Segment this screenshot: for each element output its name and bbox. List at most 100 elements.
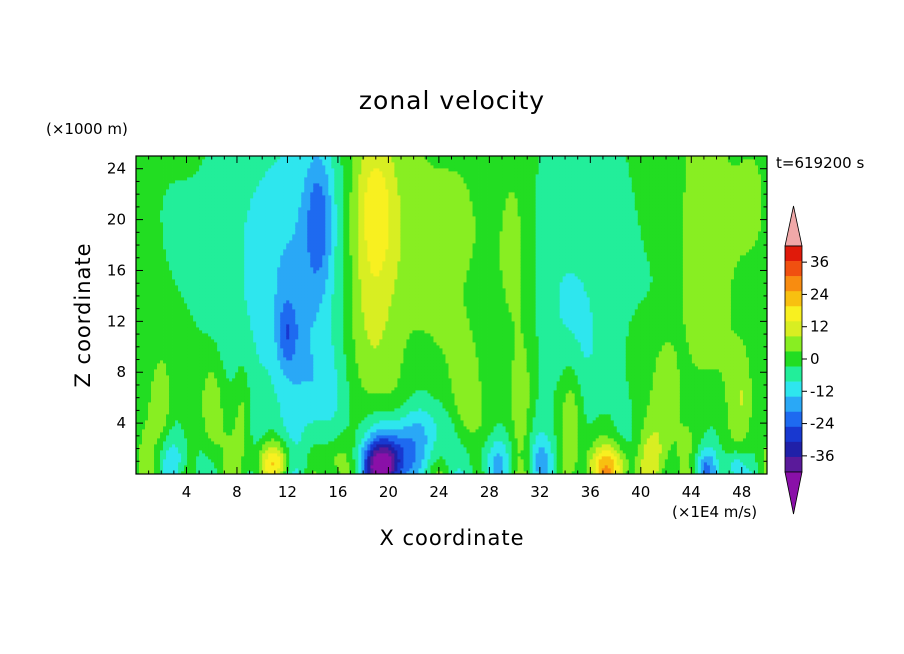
field-cell: [256, 417, 260, 421]
field-cell: [151, 462, 155, 466]
field-cell: [253, 297, 257, 301]
field-cell: [145, 222, 149, 226]
field-cell: [244, 417, 248, 421]
field-cell: [190, 381, 194, 385]
field-cell: [157, 420, 161, 424]
field-cell: [148, 255, 152, 259]
field-cell: [205, 270, 209, 274]
field-cell: [151, 327, 155, 331]
field-cell: [241, 192, 245, 196]
field-cell: [172, 375, 176, 379]
field-cell: [145, 357, 149, 361]
field-cell: [160, 252, 164, 256]
field-cell: [136, 402, 140, 406]
field-cell: [247, 237, 251, 241]
field-cell: [205, 204, 209, 208]
field-cell: [238, 159, 242, 163]
field-cell: [265, 210, 269, 214]
field-cell: [256, 369, 260, 373]
field-cell: [253, 468, 257, 472]
field-cell: [184, 393, 188, 397]
field-cell: [268, 177, 272, 181]
field-cell: [199, 231, 203, 235]
field-cell: [169, 189, 173, 193]
field-cell: [145, 333, 149, 337]
field-cell: [274, 408, 278, 412]
field-cell: [211, 330, 215, 334]
field-cell: [247, 369, 251, 373]
field-cell: [166, 432, 170, 436]
field-cell: [220, 303, 224, 307]
field-cell: [205, 255, 209, 259]
field-cell: [232, 360, 236, 364]
field-cell: [232, 456, 236, 460]
field-cell: [151, 330, 155, 334]
field-cell: [136, 201, 140, 205]
field-cell: [163, 249, 167, 253]
field-cell: [187, 414, 191, 418]
field-cell: [160, 237, 164, 241]
field-cell: [232, 441, 236, 445]
field-cell: [199, 249, 203, 253]
field-cell: [163, 333, 167, 337]
field-cell: [136, 423, 140, 427]
field-cell: [178, 318, 182, 322]
field-cell: [142, 471, 146, 475]
field-cell: [250, 468, 254, 472]
field-cell: [187, 339, 191, 343]
field-cell: [199, 351, 203, 355]
field-cell: [232, 390, 236, 394]
field-cell: [139, 456, 143, 460]
field-cell: [199, 381, 203, 385]
field-cell: [265, 291, 269, 295]
field-cell: [253, 168, 257, 172]
field-cell: [181, 168, 185, 172]
field-cell: [220, 222, 224, 226]
field-cell: [256, 288, 260, 292]
field-cell: [226, 465, 230, 469]
field-cell: [256, 216, 260, 220]
field-cell: [172, 414, 176, 418]
field-cell: [238, 174, 242, 178]
field-cell: [139, 339, 143, 343]
field-cell: [199, 429, 203, 433]
field-cell: [247, 246, 251, 250]
field-cell: [139, 405, 143, 409]
field-cell: [214, 264, 218, 268]
field-cell: [208, 183, 212, 187]
field-cell: [238, 408, 242, 412]
field-cell: [223, 378, 227, 382]
field-cell: [175, 294, 179, 298]
field-cell: [181, 426, 185, 430]
field-cell: [166, 285, 170, 289]
field-cell: [214, 444, 218, 448]
field-cell: [250, 198, 254, 202]
field-cell: [181, 270, 185, 274]
field-cell: [208, 285, 212, 289]
field-cell: [157, 249, 161, 253]
field-cell: [184, 348, 188, 352]
field-cell: [247, 222, 251, 226]
field-cell: [196, 459, 200, 463]
field-cell: [166, 261, 170, 265]
field-cell: [232, 384, 236, 388]
field-cell: [148, 387, 152, 391]
field-cell: [181, 393, 185, 397]
field-cell: [226, 171, 230, 175]
field-cell: [253, 351, 257, 355]
field-cell: [196, 198, 200, 202]
field-cell: [244, 429, 248, 433]
field-cell: [265, 303, 269, 307]
field-cell: [214, 366, 218, 370]
field-cell: [229, 441, 233, 445]
field-cell: [235, 423, 239, 427]
field-cell: [154, 246, 158, 250]
field-cell: [166, 228, 170, 232]
field-cell: [136, 471, 140, 475]
field-cell: [268, 432, 272, 436]
field-cell: [220, 297, 224, 301]
field-cell: [274, 222, 278, 226]
field-cell: [196, 285, 200, 289]
field-cell: [205, 360, 209, 364]
field-cell: [193, 330, 197, 334]
